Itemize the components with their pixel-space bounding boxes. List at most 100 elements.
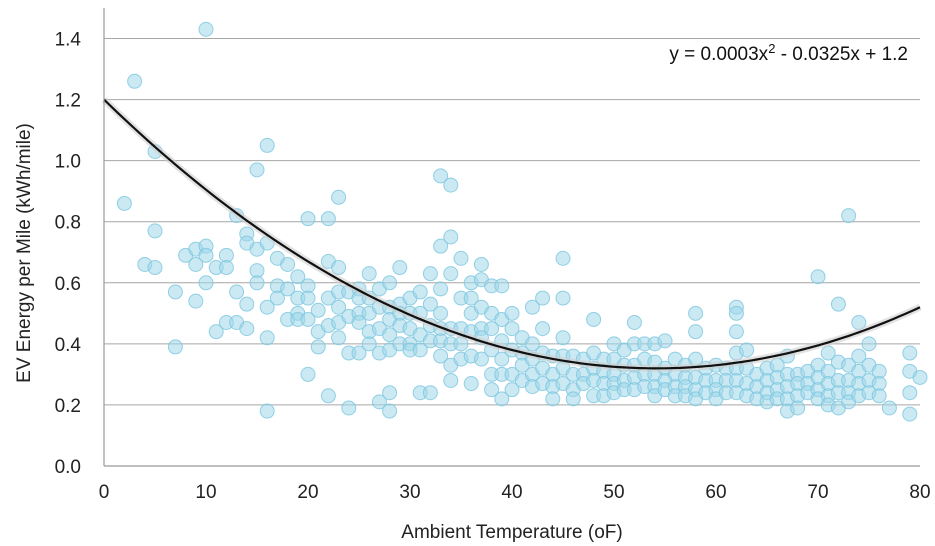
data-point bbox=[320, 388, 336, 404]
data-point bbox=[443, 266, 459, 282]
data-point bbox=[361, 336, 377, 352]
data-point bbox=[331, 189, 347, 205]
trendline-equation: y = 0.0003x2 - 0.0325x + 1.2 bbox=[669, 41, 908, 65]
data-point bbox=[810, 269, 826, 285]
data-point bbox=[382, 385, 398, 401]
data-point bbox=[861, 336, 877, 352]
data-point bbox=[443, 373, 459, 389]
data-point bbox=[382, 275, 398, 291]
data-point bbox=[484, 321, 500, 337]
data-point bbox=[586, 311, 602, 327]
data-point bbox=[555, 250, 571, 266]
data-point bbox=[259, 299, 275, 315]
equation-exponent: 2 bbox=[768, 41, 775, 56]
data-point bbox=[331, 299, 347, 315]
data-point bbox=[433, 238, 449, 254]
data-point bbox=[902, 406, 918, 422]
data-point bbox=[463, 376, 479, 392]
data-point bbox=[198, 275, 214, 291]
data-point bbox=[494, 278, 510, 294]
data-point bbox=[127, 73, 143, 89]
data-point bbox=[422, 385, 438, 401]
equation-prefix: y = 0.0003x bbox=[669, 44, 768, 65]
data-point bbox=[259, 403, 275, 419]
data-point bbox=[871, 388, 887, 404]
data-point bbox=[555, 290, 571, 306]
data-point bbox=[239, 321, 255, 337]
data-point bbox=[310, 339, 326, 355]
data-point bbox=[341, 400, 357, 416]
data-point bbox=[300, 311, 316, 327]
data-point bbox=[412, 342, 428, 358]
data-point bbox=[657, 333, 673, 349]
data-point bbox=[249, 162, 265, 178]
y-tick-label: 0.2 bbox=[55, 396, 81, 417]
y-tick-label: 1.0 bbox=[55, 152, 81, 173]
data-point bbox=[504, 305, 520, 321]
data-point bbox=[739, 342, 755, 358]
data-point bbox=[382, 327, 398, 343]
y-tick-labels: 0.0 0.2 0.4 0.6 0.8 1.0 1.2 1.4 bbox=[55, 30, 82, 478]
data-point bbox=[443, 177, 459, 193]
data-point bbox=[422, 266, 438, 282]
data-point bbox=[361, 266, 377, 282]
data-point bbox=[484, 382, 500, 398]
data-point bbox=[626, 314, 642, 330]
equation-suffix: - 0.0325x + 1.2 bbox=[775, 44, 908, 65]
data-point bbox=[351, 345, 367, 361]
data-point bbox=[881, 400, 897, 416]
data-point bbox=[688, 305, 704, 321]
data-point bbox=[463, 290, 479, 306]
data-point bbox=[504, 382, 520, 398]
data-point bbox=[259, 137, 275, 153]
y-tick-label: 1.4 bbox=[55, 30, 82, 51]
data-point bbox=[218, 260, 234, 276]
data-point bbox=[443, 229, 459, 245]
data-point bbox=[841, 208, 857, 224]
data-point bbox=[473, 256, 489, 272]
data-point bbox=[290, 269, 306, 285]
data-point bbox=[269, 290, 285, 306]
data-point bbox=[902, 345, 918, 361]
data-point bbox=[433, 168, 449, 184]
data-point bbox=[239, 296, 255, 312]
data-point bbox=[167, 339, 183, 355]
data-point bbox=[382, 403, 398, 419]
y-axis-title: EV Energy per Mile (kWh/mile) bbox=[14, 123, 35, 383]
x-tick-label: 30 bbox=[399, 482, 420, 503]
y-tick-label: 0.4 bbox=[55, 335, 82, 356]
x-tick-label: 50 bbox=[603, 482, 624, 503]
y-tick-label: 0.6 bbox=[55, 274, 81, 295]
data-point bbox=[188, 256, 204, 272]
trendline bbox=[101, 97, 922, 372]
data-point bbox=[208, 324, 224, 340]
data-point bbox=[504, 321, 520, 337]
data-point bbox=[167, 284, 183, 300]
data-point bbox=[688, 324, 704, 340]
x-tick-label: 70 bbox=[807, 482, 828, 503]
data-point bbox=[902, 385, 918, 401]
data-point bbox=[565, 391, 581, 407]
data-point bbox=[320, 211, 336, 227]
x-tick-label: 60 bbox=[705, 482, 726, 503]
data-point bbox=[422, 296, 438, 312]
data-point bbox=[433, 305, 449, 321]
data-point bbox=[545, 391, 561, 407]
data-point bbox=[433, 281, 449, 297]
trendline-path bbox=[103, 98, 921, 370]
data-point bbox=[555, 330, 571, 346]
data-point bbox=[412, 284, 428, 300]
data-point bbox=[249, 275, 265, 291]
x-tick-label: 10 bbox=[195, 482, 216, 503]
y-tick-label: 0.0 bbox=[55, 457, 81, 478]
y-tick-label: 0.8 bbox=[55, 213, 81, 234]
data-point bbox=[392, 260, 408, 276]
data-point bbox=[473, 351, 489, 367]
data-point bbox=[147, 223, 163, 239]
data-point bbox=[331, 330, 347, 346]
data-point bbox=[259, 330, 275, 346]
data-point bbox=[229, 284, 245, 300]
x-tick-label: 80 bbox=[909, 482, 930, 503]
data-point bbox=[331, 260, 347, 276]
